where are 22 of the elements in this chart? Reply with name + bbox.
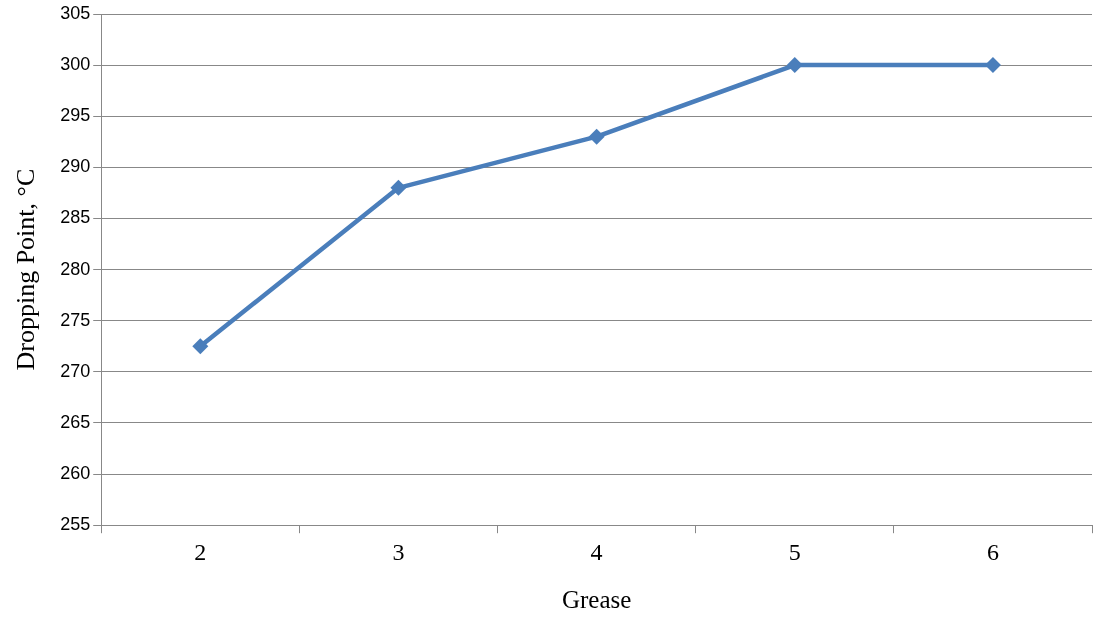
y-tick-label: 305 xyxy=(60,2,91,23)
x-tick-label: 6 xyxy=(986,538,999,565)
point xyxy=(192,338,209,355)
y-tick-label: 255 xyxy=(60,514,91,535)
point xyxy=(390,179,407,196)
x-tick-label: 5 xyxy=(788,538,801,565)
point xyxy=(786,57,803,74)
y-tick-label: 300 xyxy=(60,54,91,75)
y-tick-label: 270 xyxy=(60,360,91,381)
y-tick-label: 280 xyxy=(60,258,91,279)
y-tick-label: 290 xyxy=(60,156,91,177)
y-tick-label: 265 xyxy=(60,411,91,432)
x-tick-label: 3 xyxy=(392,538,405,565)
y-tick-label: 275 xyxy=(60,309,91,330)
y-tick-label: 285 xyxy=(60,207,91,228)
x-tick-label: 4 xyxy=(590,538,603,565)
x-tick-label: 2 xyxy=(194,538,207,565)
y-tick-label: 295 xyxy=(60,105,91,126)
y-axis-title: Dropping Point, °C xyxy=(11,168,41,371)
point xyxy=(588,128,605,145)
y-tick-label: 260 xyxy=(60,463,91,484)
x-axis-title: Grease xyxy=(561,585,632,613)
